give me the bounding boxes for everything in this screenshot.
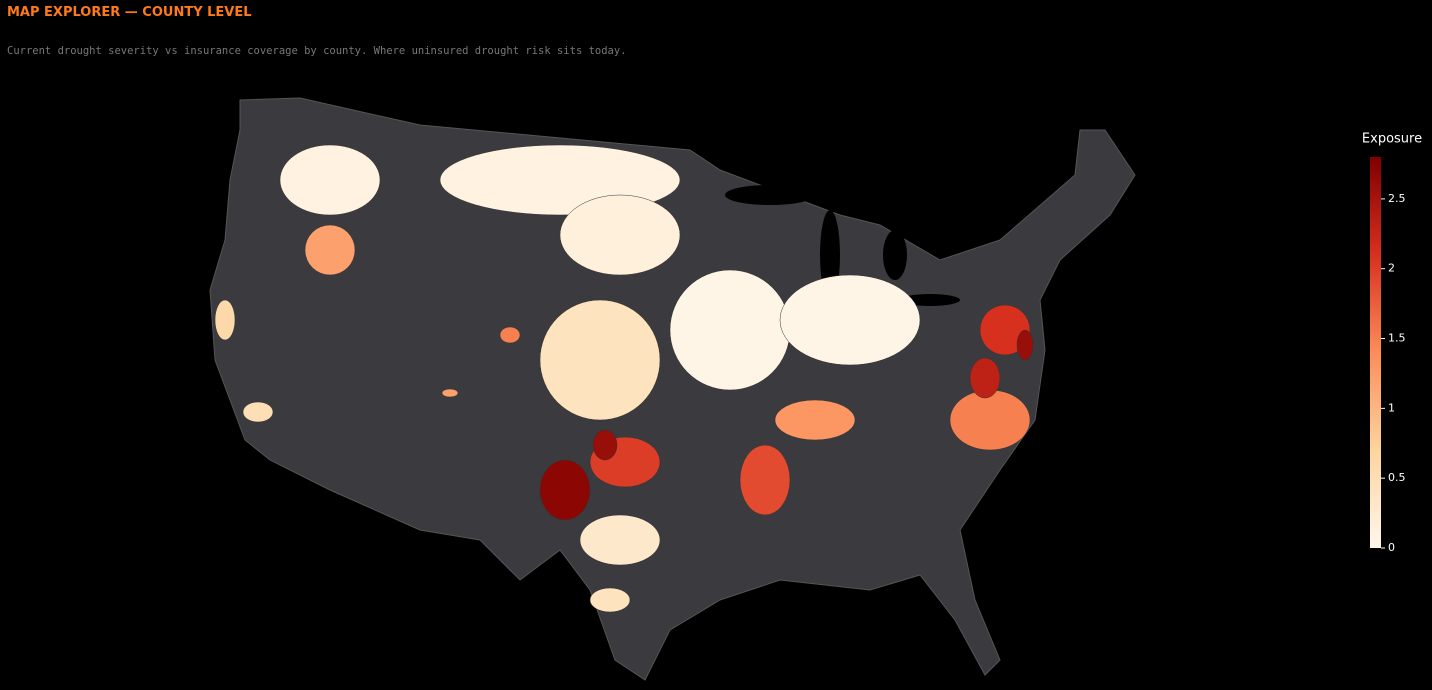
county-region bbox=[559, 194, 681, 276]
county-region bbox=[539, 459, 591, 521]
county-region bbox=[304, 224, 356, 276]
colorbar-tick-label: 1 bbox=[1388, 401, 1395, 414]
colorbar-tick-label: 2 bbox=[1388, 262, 1395, 275]
county-region bbox=[441, 388, 459, 398]
lake bbox=[883, 230, 907, 280]
colorbar-tick-label: 0.5 bbox=[1388, 471, 1406, 484]
county-region bbox=[949, 389, 1031, 451]
county-region bbox=[969, 357, 1001, 399]
county-region bbox=[279, 144, 381, 216]
colorbar-tick-label: 2.5 bbox=[1388, 192, 1406, 205]
county-region bbox=[739, 444, 791, 516]
county-region bbox=[539, 299, 661, 421]
county-region bbox=[1016, 329, 1034, 361]
title: MAP EXPLORER — COUNTY LEVEL bbox=[7, 5, 252, 20]
county-region bbox=[592, 429, 618, 461]
colorbar bbox=[1370, 157, 1381, 548]
regions bbox=[214, 144, 1034, 613]
subtitle: Current drought severity vs insurance co… bbox=[7, 45, 627, 57]
county-region bbox=[214, 299, 236, 341]
county-region bbox=[242, 401, 274, 423]
county-region bbox=[779, 274, 921, 366]
county-region bbox=[589, 587, 631, 613]
colorbar-tick-label: 0 bbox=[1388, 541, 1395, 554]
colorbar-tick-label: 1.5 bbox=[1388, 332, 1406, 345]
colorbar-title: Exposure bbox=[1362, 132, 1422, 147]
county-region bbox=[669, 269, 791, 391]
county-region bbox=[774, 399, 856, 441]
lake bbox=[725, 185, 815, 205]
county-region bbox=[499, 326, 521, 344]
county-region bbox=[579, 514, 661, 566]
